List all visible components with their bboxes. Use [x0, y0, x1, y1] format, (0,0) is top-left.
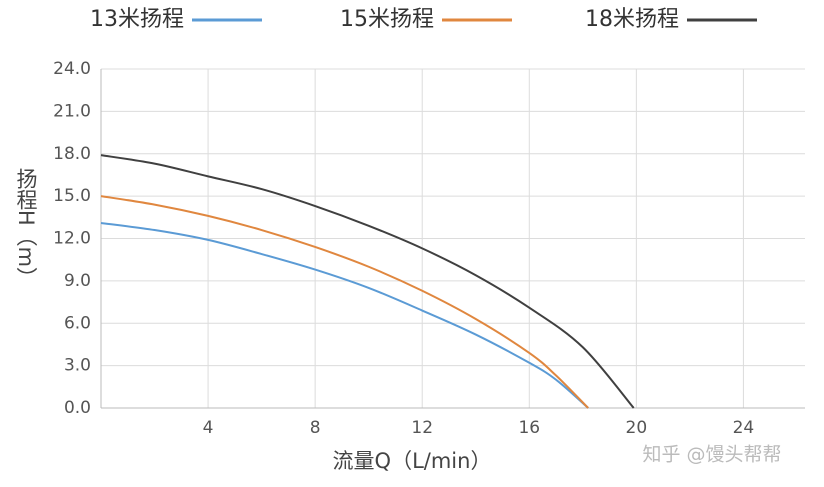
y-tick-label: 12.0: [53, 229, 91, 249]
legend-label: 18米扬程: [585, 7, 679, 32]
y-tick-label: 21.0: [53, 101, 91, 121]
y-tick-label: 18.0: [53, 144, 91, 164]
y-tick-label: 24.0: [53, 59, 91, 79]
watermark: 知乎 @馒头帮帮: [642, 444, 781, 466]
line-series: [100, 221, 589, 409]
line-series: [100, 154, 635, 409]
y-tick-label: 6.0: [64, 313, 91, 333]
x-tick-label: 24: [733, 418, 755, 438]
y-tick-label: 0.0: [64, 398, 91, 418]
y-tick-label: 9.0: [64, 271, 91, 291]
legend-label: 15米扬程: [340, 7, 434, 32]
x-tick-label: 8: [310, 418, 321, 438]
legend-label: 13米扬程: [90, 7, 184, 32]
y-tick-label: 15.0: [53, 186, 91, 206]
line-series: [100, 195, 589, 409]
x-tick-label: 16: [518, 418, 540, 438]
x-tick-label: 12: [411, 418, 433, 438]
x-axis-label: 流量Q（L/min）: [333, 449, 492, 473]
y-axis-label: 扬程H（m）: [14, 168, 38, 288]
x-tick-label: 20: [626, 418, 648, 438]
x-tick-label: 4: [203, 418, 214, 438]
y-tick-label: 3.0: [64, 356, 91, 376]
